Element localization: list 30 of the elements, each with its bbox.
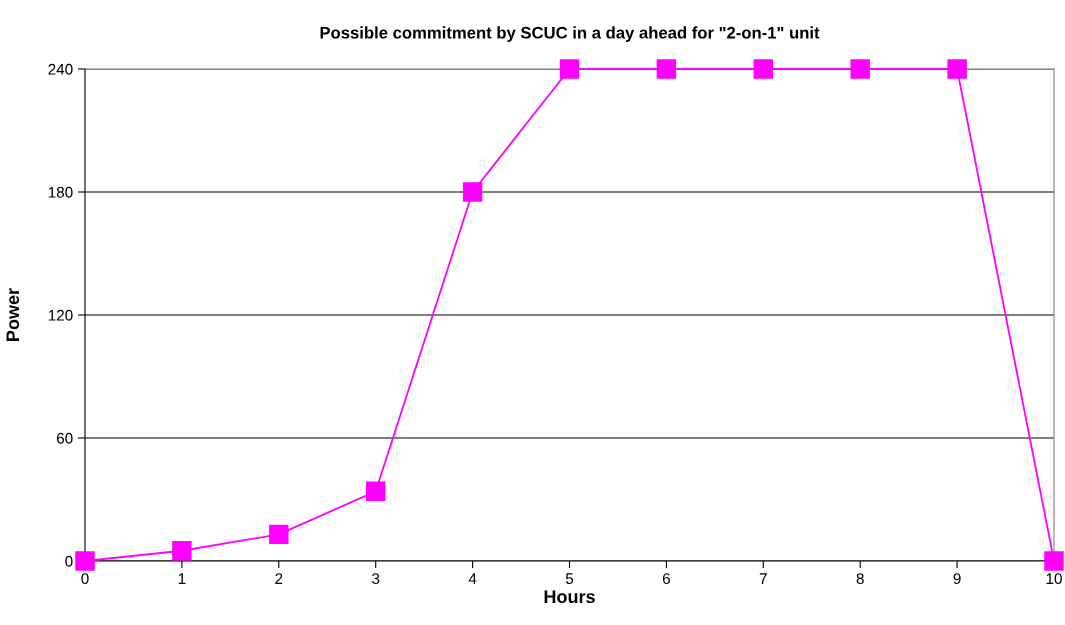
y-axis-title: Power	[6, 288, 20, 341]
point	[75, 551, 95, 571]
x-axis-title: Hours	[544, 590, 595, 604]
x-tick-label: 8	[856, 573, 864, 585]
point	[559, 59, 580, 79]
x-tick-label: 3	[372, 573, 380, 585]
point	[753, 59, 774, 79]
x-tick-label: 10	[1046, 573, 1062, 585]
y-tick-label: 240	[48, 63, 73, 75]
point	[656, 59, 677, 79]
point	[172, 541, 192, 561]
y-tick-label: 120	[48, 309, 73, 321]
x-tick-label: 9	[953, 573, 961, 585]
point	[1044, 551, 1064, 571]
y-tick-label: 180	[48, 186, 73, 198]
x-tick-label: 7	[759, 573, 767, 584]
x-tick-label: 0	[81, 573, 89, 585]
point	[365, 481, 386, 502]
point	[269, 524, 289, 545]
y-tick-label: 0	[65, 555, 73, 567]
point	[462, 182, 483, 202]
y-tick-label: 60	[56, 432, 73, 444]
point	[947, 59, 967, 79]
x-tick-label: 1	[178, 573, 186, 584]
chart-title: Possible commitment by SCUC in a day ahead for "2-on-1" unit	[320, 26, 820, 42]
x-tick-label: 2	[275, 573, 283, 584]
x-tick-label: 4	[468, 573, 477, 584]
point	[850, 59, 870, 79]
x-tick-label: 6	[662, 573, 670, 585]
x-tick-label: 5	[565, 573, 574, 585]
